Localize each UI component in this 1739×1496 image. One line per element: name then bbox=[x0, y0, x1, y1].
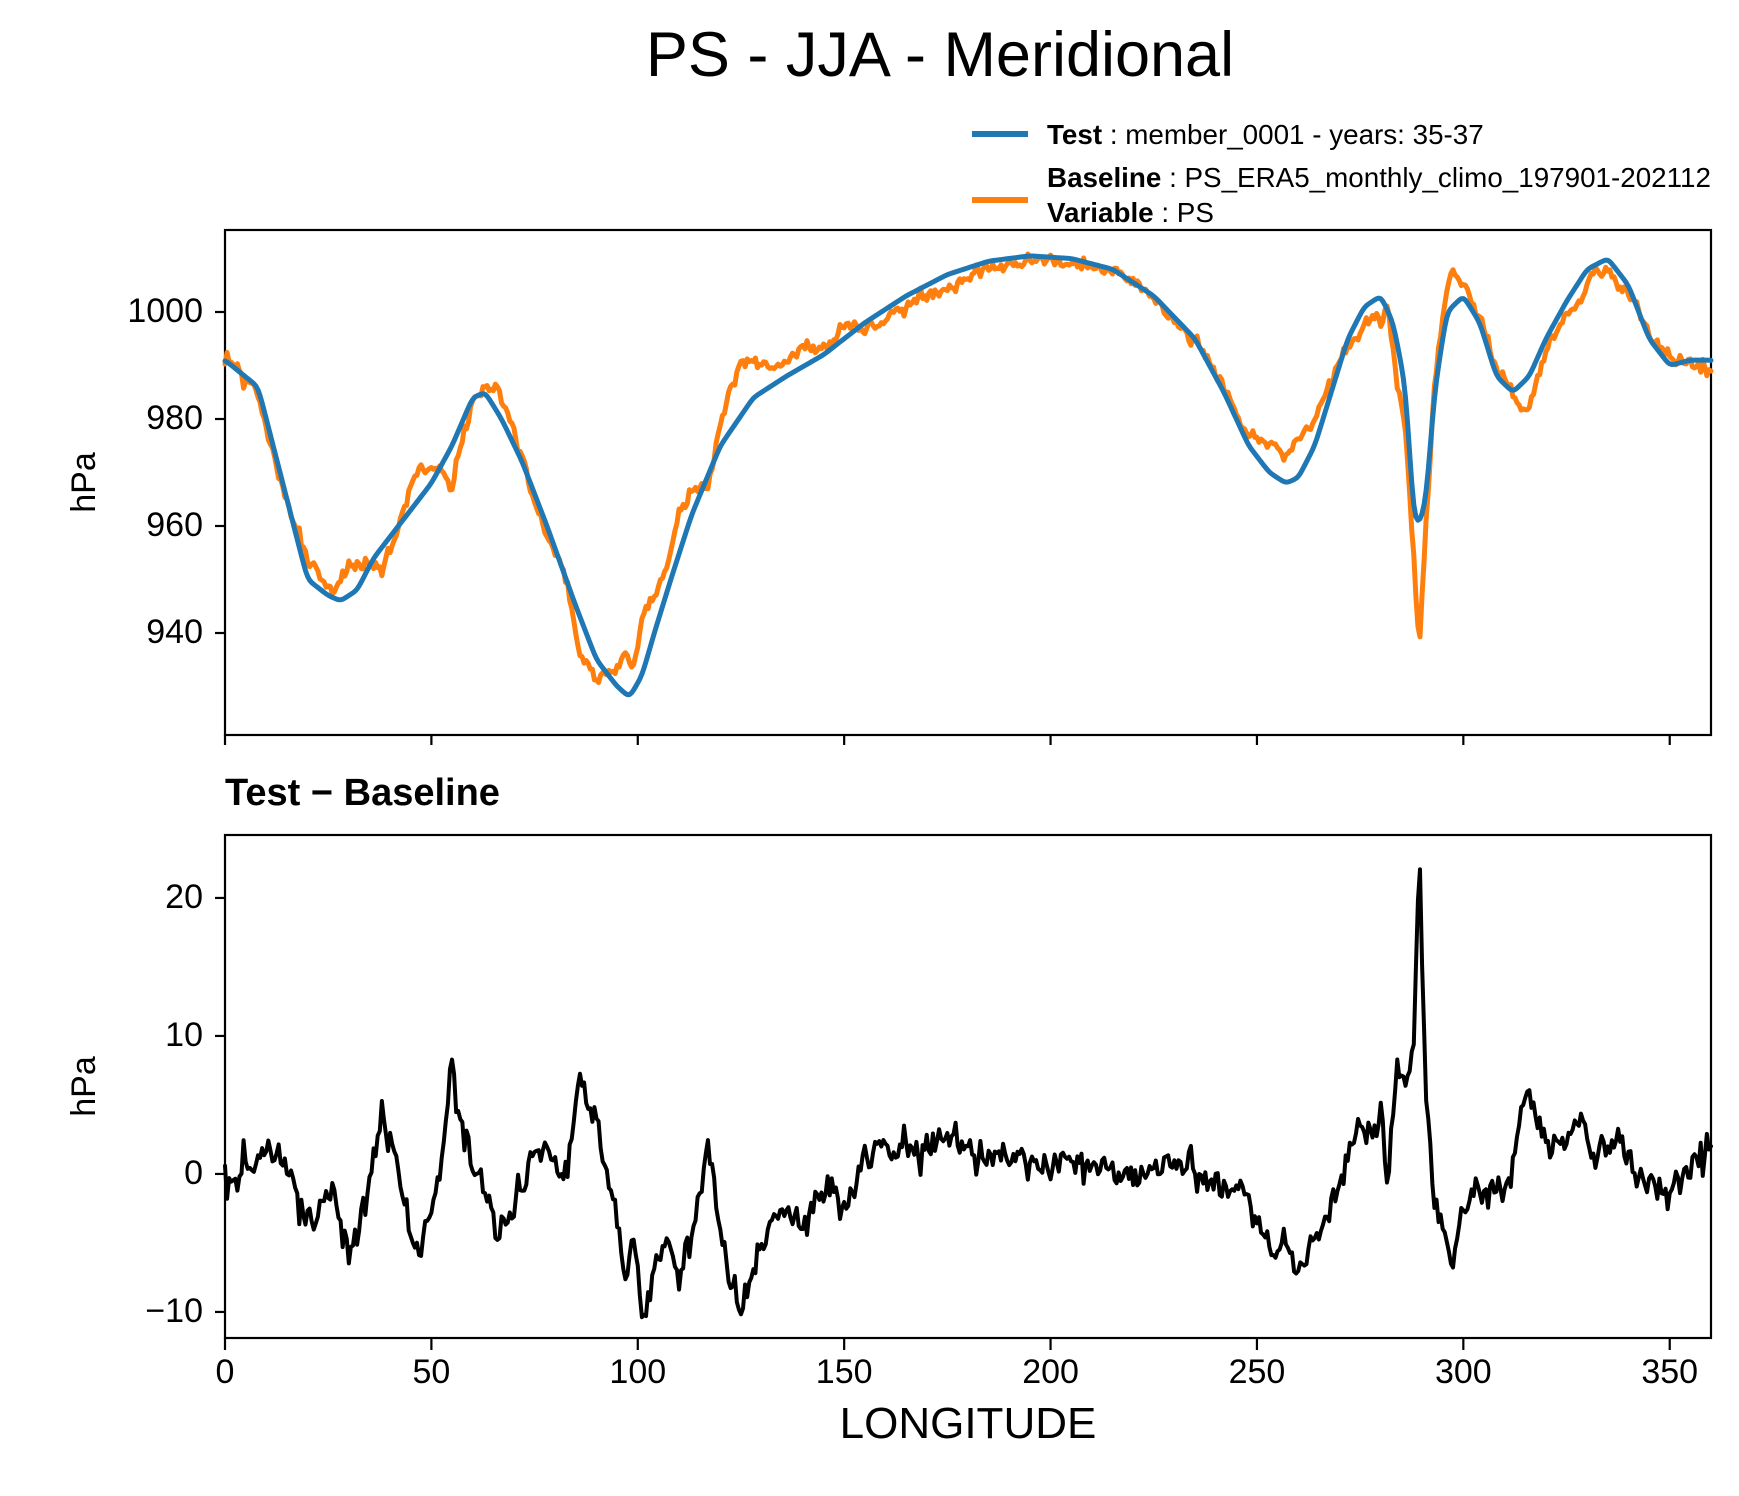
svg-text:300: 300 bbox=[1435, 1353, 1492, 1391]
svg-text:250: 250 bbox=[1229, 1353, 1286, 1391]
svg-text:150: 150 bbox=[816, 1353, 873, 1391]
svg-text:10: 10 bbox=[165, 1016, 203, 1054]
svg-text:hPa: hPa bbox=[65, 452, 103, 513]
svg-text:Baseline : PS_ERA5_monthly_cli: Baseline : PS_ERA5_monthly_climo_197901-… bbox=[1047, 162, 1711, 193]
svg-text:980: 980 bbox=[146, 399, 203, 437]
svg-text:20: 20 bbox=[165, 878, 203, 916]
svg-text:PS - JJA - Meridional: PS - JJA - Meridional bbox=[646, 20, 1234, 90]
svg-text:960: 960 bbox=[146, 506, 203, 544]
svg-text:Test : member_0001 - years: 35: Test : member_0001 - years: 35-37 bbox=[1047, 119, 1484, 150]
svg-text:−10: −10 bbox=[145, 1292, 203, 1330]
svg-text:LONGITUDE: LONGITUDE bbox=[840, 1399, 1097, 1448]
svg-text:0: 0 bbox=[216, 1353, 235, 1391]
svg-text:Test − Baseline: Test − Baseline bbox=[225, 772, 500, 814]
svg-text:940: 940 bbox=[146, 613, 203, 651]
svg-text:100: 100 bbox=[609, 1353, 666, 1391]
svg-text:hPa: hPa bbox=[65, 1056, 103, 1117]
svg-text:200: 200 bbox=[1022, 1353, 1079, 1391]
svg-text:50: 50 bbox=[412, 1353, 450, 1391]
svg-text:350: 350 bbox=[1641, 1353, 1698, 1391]
svg-text:1000: 1000 bbox=[127, 292, 203, 330]
svg-text:Variable : PS: Variable : PS bbox=[1047, 197, 1214, 228]
svg-text:0: 0 bbox=[184, 1154, 203, 1192]
